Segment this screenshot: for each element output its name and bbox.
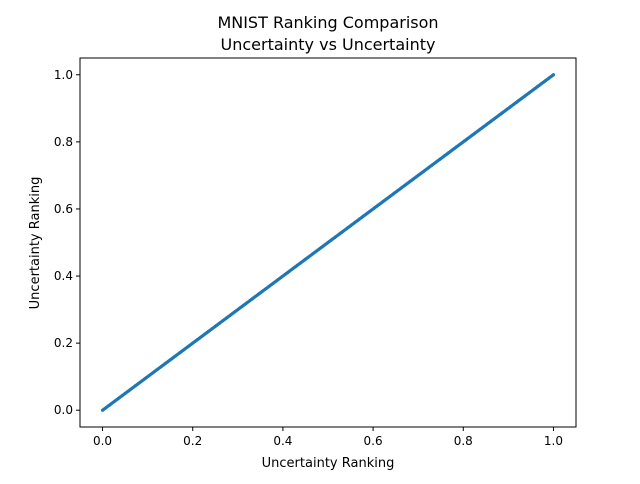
y-axis-label: Uncertainty Ranking	[28, 177, 43, 310]
y-tick-label: 1.0	[54, 68, 73, 82]
plot-area: 0.0 0.2 0.4 0.6 0.8 1.0 0.0 0.2 0.4 0.6 0.8 1.0	[54, 57, 577, 448]
y-tick-label: 0.8	[54, 135, 73, 149]
y-tick-label: 0.2	[54, 336, 73, 350]
chart-title: MNIST Ranking Comparison	[217, 13, 438, 32]
y-tick-label: 0.6	[54, 202, 73, 216]
chart-subtitle: Uncertainty vs Uncertainty	[221, 35, 436, 54]
x-tick-label: 0.8	[454, 434, 473, 448]
y-tick-label: 0.4	[54, 269, 73, 283]
x-tick-label: 0.2	[183, 434, 202, 448]
scatter-point	[551, 73, 556, 77]
y-tick-label: 0.0	[54, 403, 73, 417]
axes-frame	[79, 57, 577, 428]
x-tick-label: 1.0	[544, 434, 563, 448]
x-tick-label: 0.0	[93, 434, 112, 448]
x-axis-label: Uncertainty Ranking	[262, 456, 395, 471]
x-tick-label: 0.4	[273, 434, 292, 448]
x-tick-label: 0.6	[364, 434, 383, 448]
